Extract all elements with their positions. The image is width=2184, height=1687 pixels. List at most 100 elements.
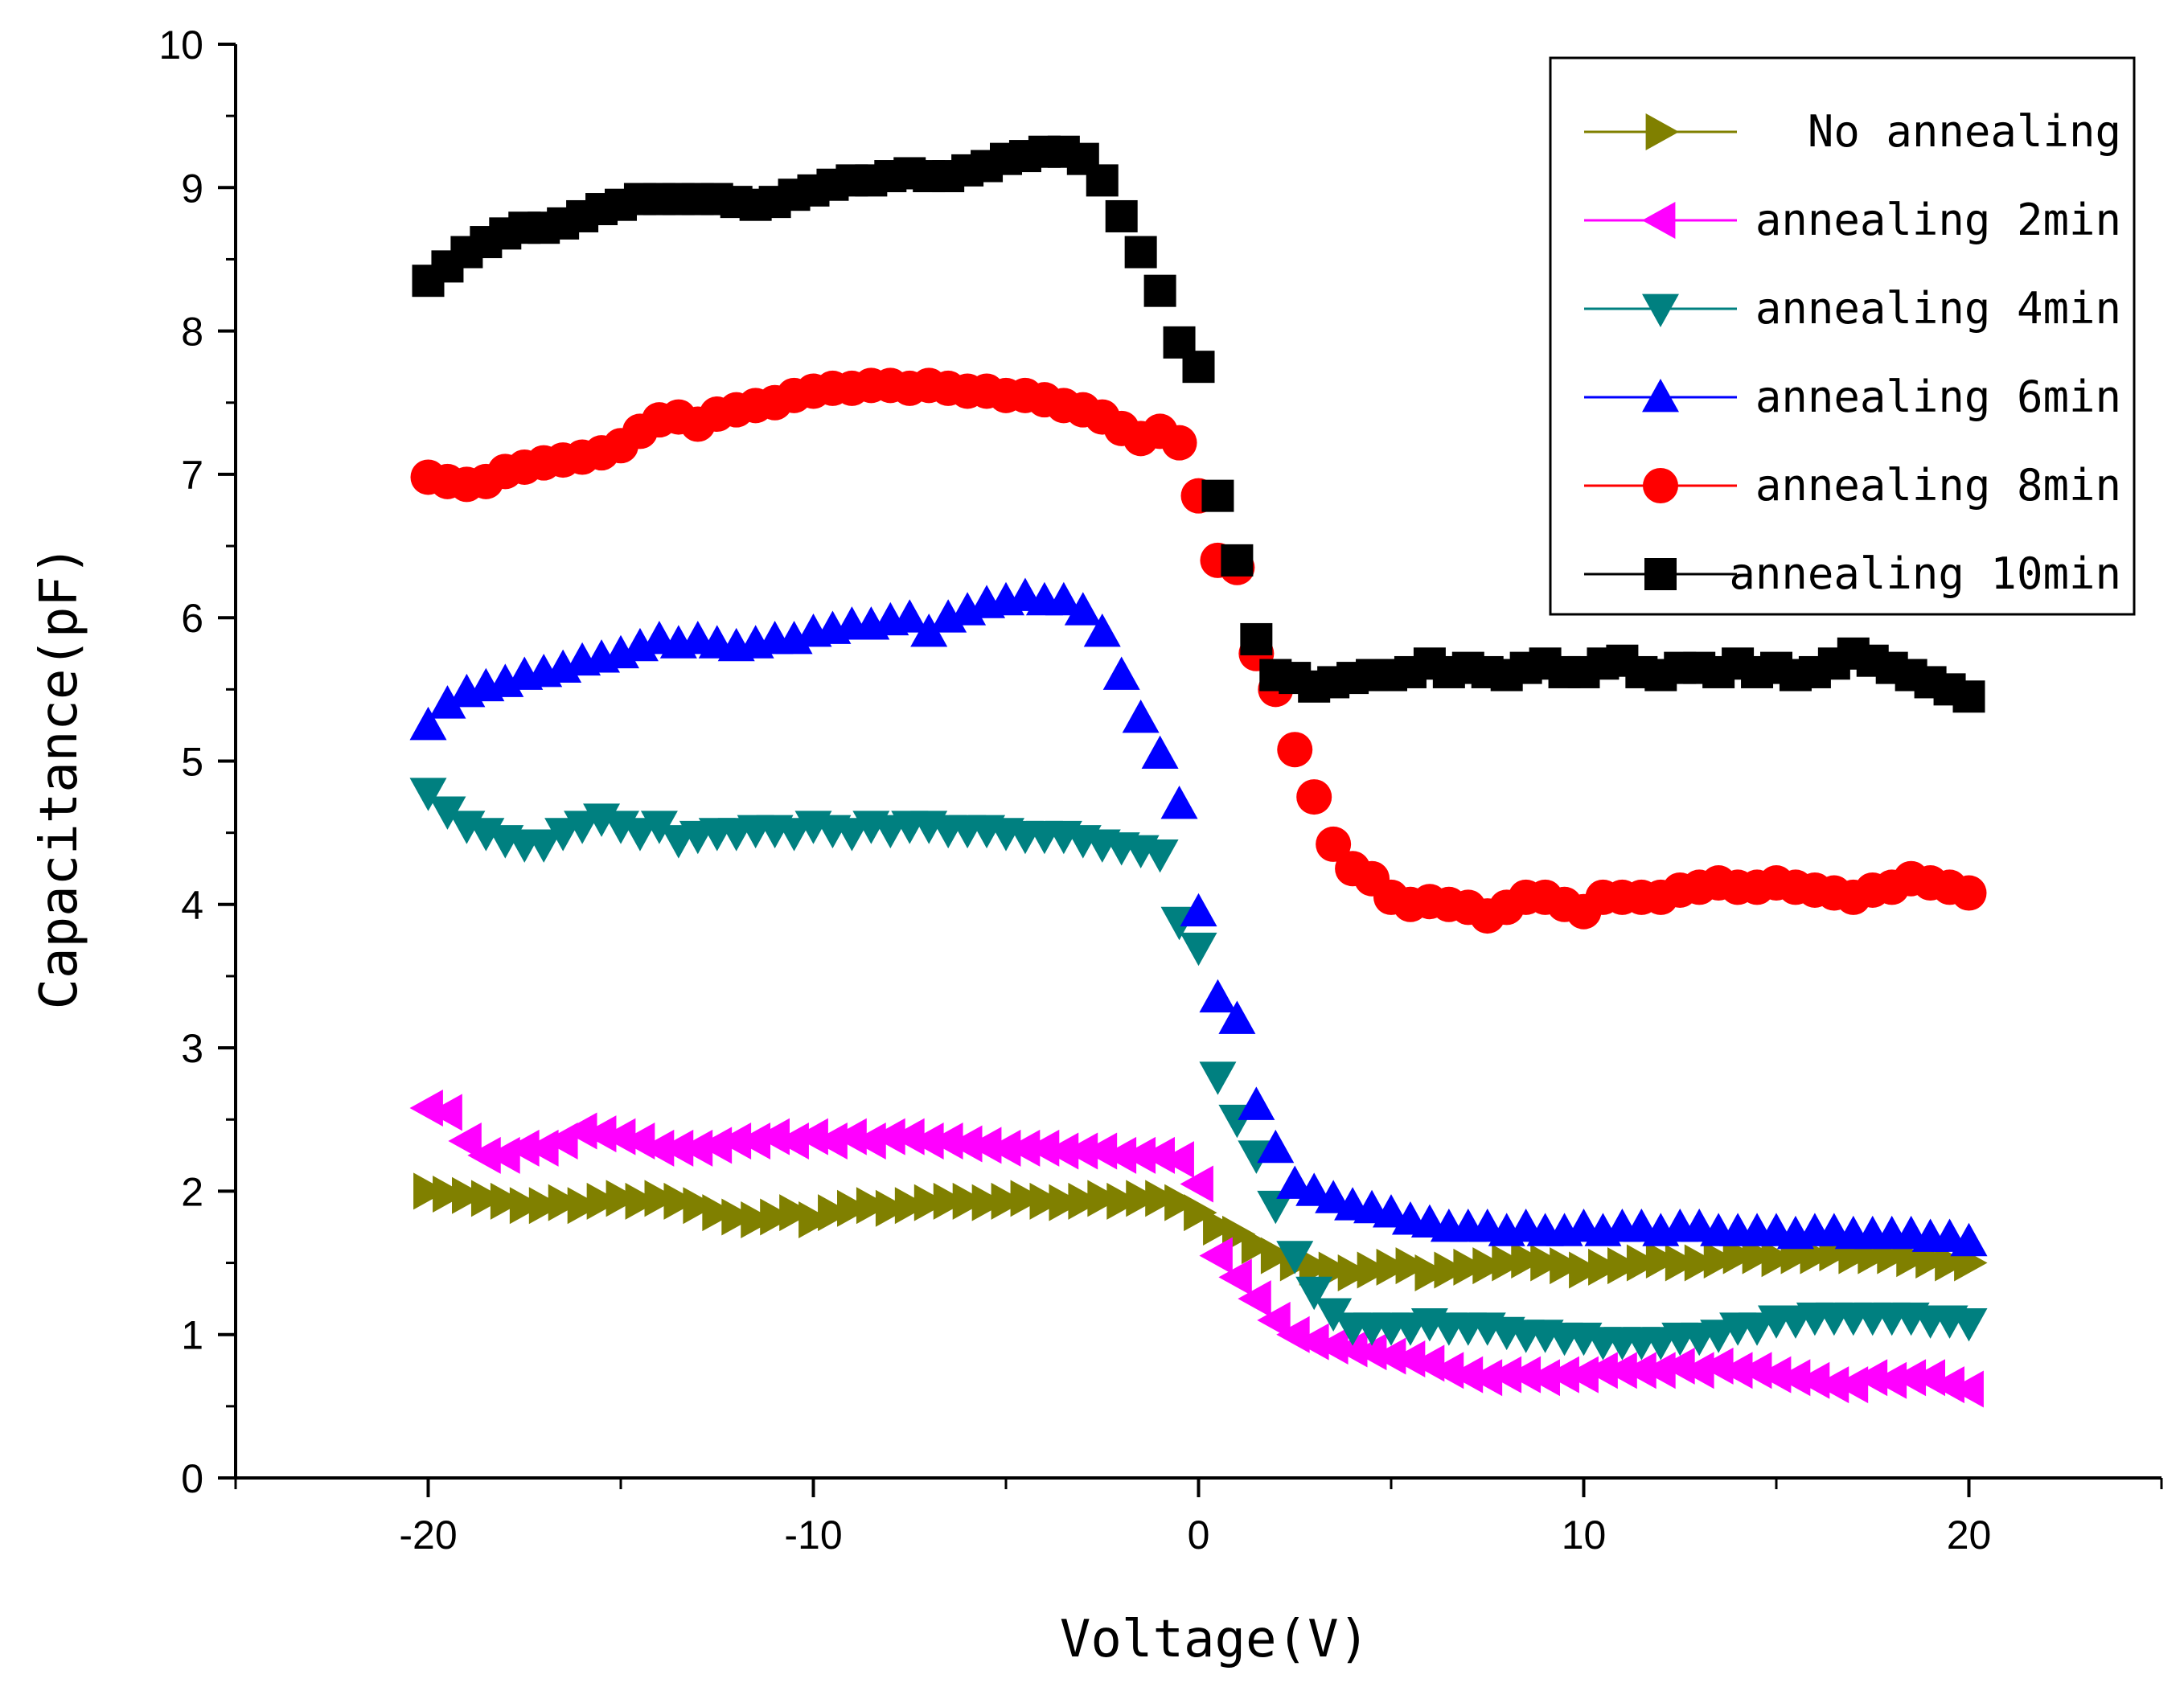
data-point [679,1129,713,1167]
y-tick-label: 0 [181,1456,203,1501]
data-point [1569,1251,1603,1289]
data-point [1530,1244,1564,1282]
data-point [1045,1132,1079,1170]
data-point [1472,1247,1506,1285]
data-point [528,1187,563,1225]
data-point [1315,1180,1353,1213]
data-point [1164,1184,1198,1221]
data-point [1373,1337,1406,1375]
data-point [1276,1165,1314,1199]
legend-marker [1643,468,1678,503]
data-point [1141,839,1179,873]
data-point [1896,1240,1930,1278]
data-point [1950,1370,1984,1408]
y-tick-label: 5 [181,740,203,785]
data-point [721,1198,755,1236]
data-point [1180,932,1217,967]
y-tick-label: 4 [181,883,203,928]
legend-label: annealing 10min [1729,548,2121,599]
data-point [1180,1165,1213,1203]
y-tick-label: 1 [181,1313,203,1358]
data-point [1277,732,1313,768]
data-point [1315,1298,1353,1332]
x-axis-title: Voltage(V) [1060,1610,1369,1669]
data-point [1626,1244,1661,1282]
data-point [894,1187,929,1225]
data-point [659,1129,694,1167]
data-point [1700,1347,1734,1385]
data-point [1681,1352,1714,1389]
legend-marker [1645,113,1679,150]
data-point [1623,1352,1656,1389]
data-point [1796,1361,1830,1399]
data-point [1257,1129,1295,1164]
data-point [798,1201,832,1239]
data-point [606,1180,639,1217]
data-point [1950,1222,1988,1257]
data-point [775,818,813,852]
data-point [544,818,582,852]
data-point [1295,1172,1333,1206]
data-point [756,1118,790,1155]
data-point [1260,1237,1295,1274]
data-point [1218,1000,1256,1034]
data-point [1565,1356,1599,1394]
data-point [1892,1359,1927,1397]
data-point [1315,1327,1349,1365]
data-point [1511,1241,1545,1279]
data-point [891,599,929,633]
data-point [1950,1308,1988,1342]
data-point [1550,1247,1583,1285]
data-point [1295,1323,1329,1361]
y-tick-label: 6 [181,596,203,641]
y-tick-label: 9 [181,166,203,211]
data-point [1935,1244,1968,1282]
data-point [991,1182,1024,1220]
data-point [1126,1180,1160,1217]
data-point [1064,592,1102,626]
data-point [1758,1356,1792,1394]
legend-marker [1642,379,1679,413]
data-point [949,1125,983,1163]
data-point [1739,1312,1776,1346]
legend-label: annealing 8min [1755,460,2121,511]
data-point [1526,1359,1560,1397]
data-point [1722,1237,1757,1274]
data-point [452,1176,486,1214]
data-point [640,1129,675,1167]
data-point [1376,1248,1410,1286]
data-point [602,1118,636,1155]
data-point [856,1187,890,1225]
data-point [1199,979,1237,1013]
data-point [1588,1248,1622,1286]
data-point [875,1189,909,1227]
data-point [913,1184,948,1221]
data-point [1086,164,1119,197]
data-point [1334,1330,1368,1368]
data-point [413,1172,447,1210]
data-point [567,1187,601,1225]
legend-marker [1642,293,1679,327]
data-point [1064,1132,1098,1170]
data-point [1776,1359,1811,1397]
data-point [433,1175,466,1213]
data-point [1083,614,1121,647]
data-point [1087,1180,1121,1217]
y-tick-label: 3 [181,1026,203,1071]
data-point [1161,425,1197,461]
data-point [1316,826,1352,862]
data-point [1221,544,1254,577]
data-point [717,1122,752,1160]
data-point [891,1118,925,1155]
x-tick-label: 0 [1188,1513,1210,1558]
data-point [1184,1194,1217,1232]
data-point [1199,1061,1237,1095]
data-point [1434,1251,1468,1289]
data-point [1703,1241,1738,1279]
data-point [1124,236,1157,269]
data-point [1122,1136,1156,1174]
data-point [640,811,678,844]
data-point [833,818,871,852]
data-point [698,1127,733,1164]
